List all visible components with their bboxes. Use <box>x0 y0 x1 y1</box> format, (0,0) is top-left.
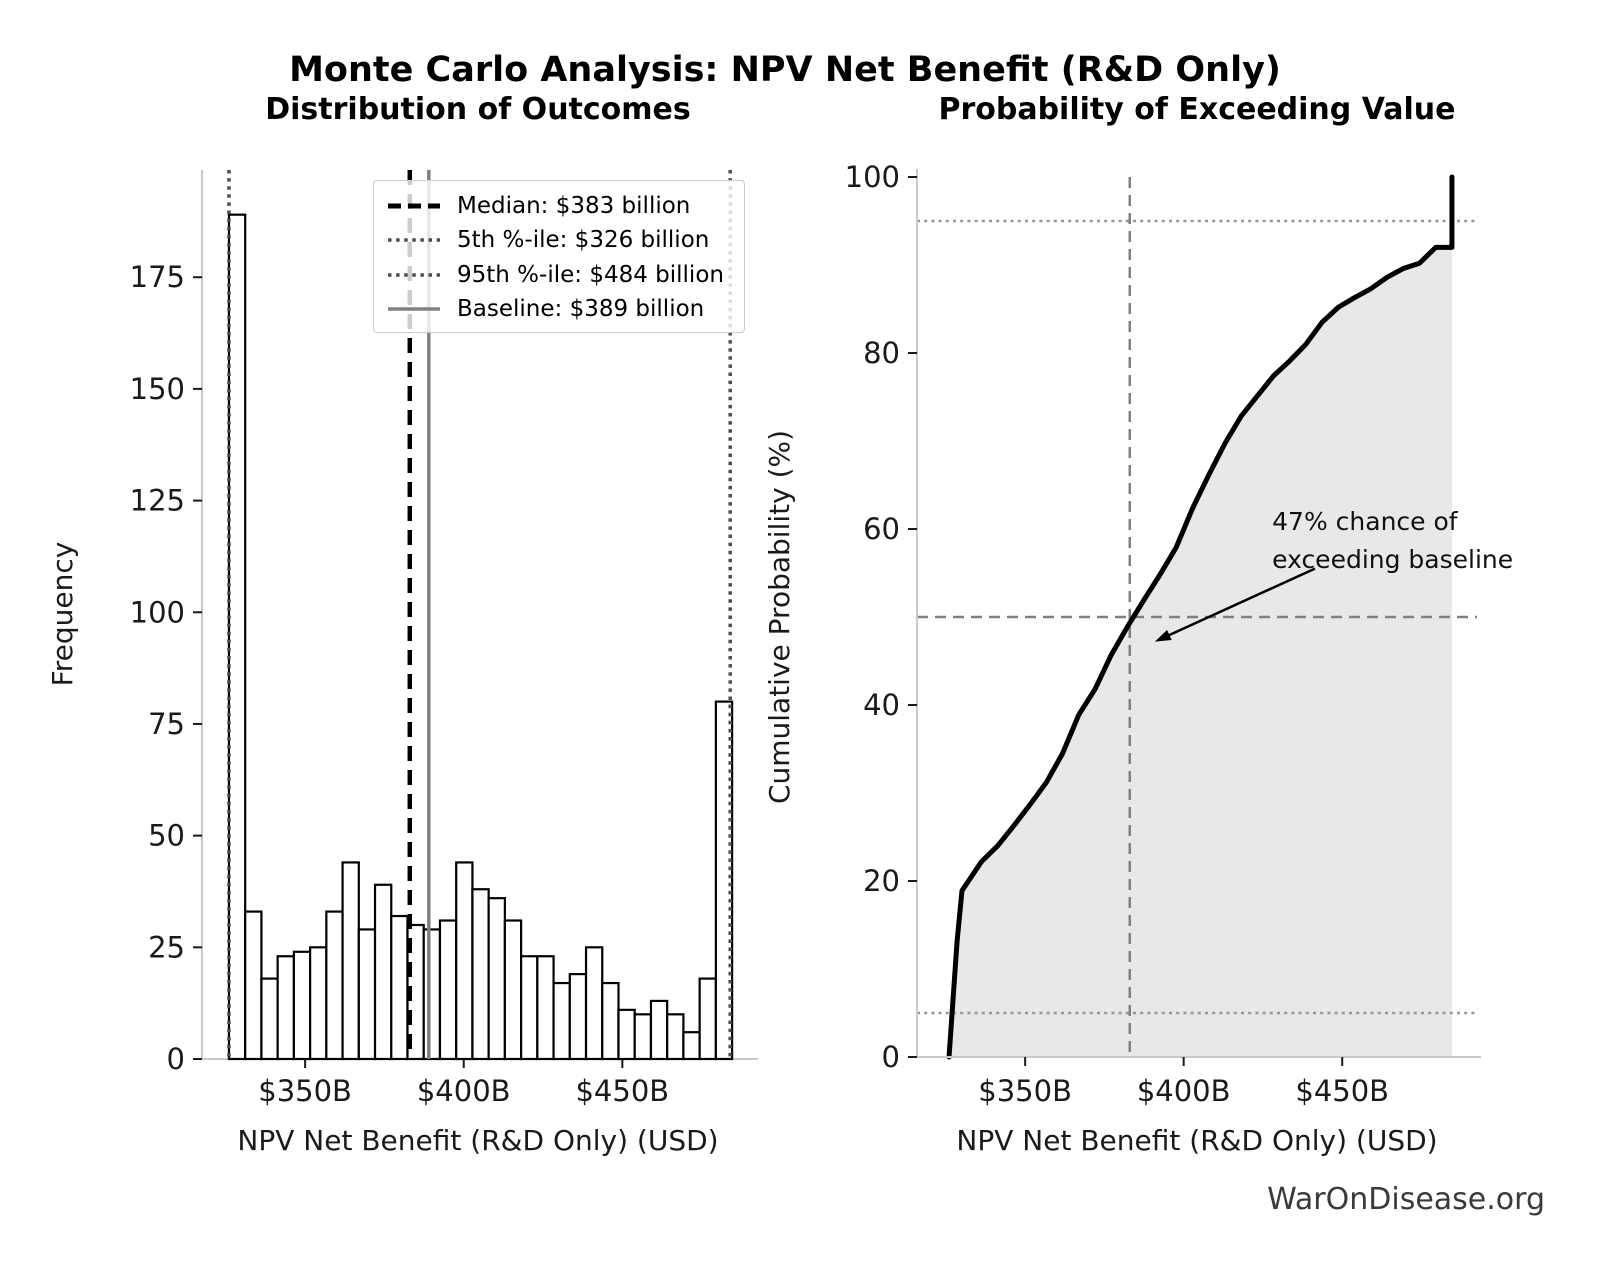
y-tick-label: 100 <box>845 160 900 194</box>
annotation-arrow-shaft <box>1168 567 1316 637</box>
y-tick-label: 50 <box>148 819 185 853</box>
histogram-xaxis-label: NPV Net Benefit (R&D Only) (USD) <box>237 1124 719 1157</box>
histogram-bar <box>584 946 604 1061</box>
cdf-curve <box>946 174 1455 1060</box>
watermark: WarOnDisease.org <box>1267 1182 1545 1217</box>
y-tick-label: 150 <box>130 372 185 406</box>
histogram-bar <box>260 977 279 1061</box>
histogram-bar <box>520 955 539 1061</box>
x-tick-label: $400B <box>417 1074 511 1108</box>
legend-item-baseline: Baseline: $389 billion <box>386 292 734 326</box>
histogram-bar <box>373 883 393 1061</box>
x-tick-label: $400B <box>1137 1074 1231 1108</box>
y-tick-label: 100 <box>130 595 185 629</box>
y-tick-label: 125 <box>130 484 185 518</box>
histogram-bar <box>244 910 263 1061</box>
histogram-bar <box>536 955 555 1061</box>
histogram-bar <box>390 914 409 1061</box>
legend-median-line-sample <box>388 203 440 209</box>
histogram-bar <box>633 1013 653 1061</box>
y-tick-label: 40 <box>863 688 900 722</box>
histogram-bar <box>682 1031 701 1061</box>
histogram-bar <box>276 955 295 1061</box>
histogram-bar <box>487 897 506 1061</box>
x-tick-label: $350B <box>258 1074 352 1108</box>
cdf-title: Probability of Exceeding Value <box>938 92 1456 127</box>
page-title: Monte Carlo Analysis: NPV Net Benefit (R… <box>289 50 1281 90</box>
y-tick-label: 80 <box>863 336 900 370</box>
y-tick-label: 20 <box>863 864 900 898</box>
legend-label: 95th %-ile: $484 billion <box>457 261 724 288</box>
histogram-bar <box>357 928 377 1061</box>
x-tick-label: $450B <box>575 1074 669 1108</box>
histogram-bar <box>422 928 442 1061</box>
legend-item-median: Median: $383 billion <box>386 189 734 223</box>
cdf-yaxis-label: Cumulative Probability (%) <box>763 429 796 805</box>
legend-item-p95: 95th %-ile: $484 billion <box>386 258 734 292</box>
legend-baseline-line-sample <box>388 307 440 311</box>
histogram-title: Distribution of Outcomes <box>265 92 691 127</box>
legend-label: Baseline: $389 billion <box>457 295 705 322</box>
histogram-bar <box>568 973 588 1061</box>
histogram-bar <box>325 910 344 1061</box>
histogram-bar <box>601 981 620 1061</box>
histogram-bar <box>471 888 490 1061</box>
x-tick-label: $350B <box>978 1074 1072 1108</box>
histogram-yaxis-label: Frequency <box>46 541 79 687</box>
annotation-line-2: exceeding baseline <box>1272 544 1514 574</box>
histogram-bar <box>666 1013 685 1061</box>
histogram-bar <box>503 919 523 1061</box>
legend-p5-line-sample <box>388 238 440 243</box>
annotation-arrow-head <box>1154 629 1172 642</box>
cdf-xaxis-label: NPV Net Benefit (R&D Only) (USD) <box>956 1124 1438 1157</box>
histogram-bar <box>292 950 312 1061</box>
histogram-bar <box>714 700 734 1061</box>
histogram-bars <box>227 213 734 1061</box>
histogram-bar <box>698 977 717 1061</box>
y-tick-label: 60 <box>863 512 900 546</box>
legend-label: 5th %-ile: $326 billion <box>457 227 710 254</box>
histogram-bar <box>438 919 458 1061</box>
legend: Median: $383 billion 5th %-ile: $326 bill… <box>373 180 745 333</box>
legend-p95-line-sample <box>388 272 440 277</box>
legend-label: Median: $383 billion <box>457 193 691 220</box>
histogram-bar <box>455 861 474 1061</box>
annotation-line-1: 47% chance of <box>1272 506 1458 536</box>
y-tick-label: 25 <box>148 930 185 964</box>
x-tick-label: $450B <box>1295 1074 1389 1108</box>
legend-item-p5: 5th %-ile: $326 billion <box>386 223 734 257</box>
annotation-text: 47% chance of exceeding baseline <box>1272 503 1513 579</box>
histogram-bar <box>309 946 328 1061</box>
histogram-bar <box>617 1008 636 1061</box>
y-tick-label: 175 <box>130 260 185 294</box>
y-tick-label: 75 <box>148 707 185 741</box>
histogram-bar <box>341 861 360 1061</box>
histogram-bar <box>227 213 247 1061</box>
y-tick-label: 0 <box>167 1042 185 1076</box>
y-tick-label: 0 <box>882 1040 900 1074</box>
cdf-fill-area <box>949 177 1452 1057</box>
histogram-bar <box>649 999 669 1061</box>
histogram-bar <box>552 981 571 1061</box>
